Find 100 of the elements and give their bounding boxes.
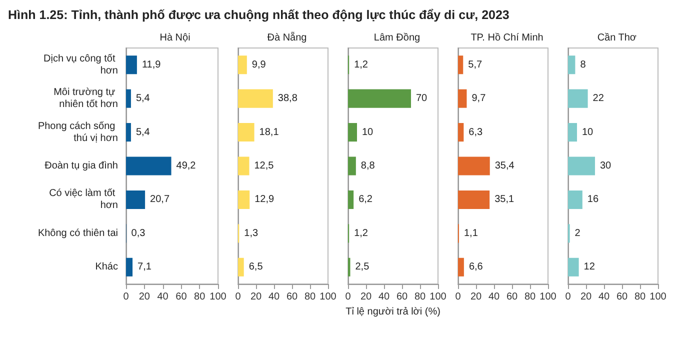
- chart-title: Hà Nội: [160, 32, 190, 44]
- bar: [238, 156, 250, 176]
- x-tick-label: 60: [286, 292, 298, 302]
- bar: [238, 56, 247, 74]
- bar: [458, 89, 467, 108]
- data-label: 5,4: [136, 126, 150, 138]
- bar: [126, 258, 133, 276]
- x-tick-label: 20: [250, 292, 262, 302]
- bar: [126, 156, 172, 176]
- data-label: 9,7: [472, 93, 486, 104]
- y-tick-label: Đoàn tụ gia đình: [44, 160, 118, 172]
- data-label: 8,8: [360, 160, 376, 172]
- bar: [568, 123, 577, 142]
- y-tick-label: Khác: [95, 262, 118, 273]
- data-label: 18,1: [259, 126, 280, 138]
- bar: [238, 123, 254, 142]
- x-tick-label: 100: [540, 292, 557, 302]
- bar: [458, 56, 464, 74]
- bar: [238, 258, 244, 276]
- x-tick-label: 40: [598, 292, 610, 302]
- data-label: 11,9: [142, 59, 162, 70]
- data-label: 9,9: [252, 59, 266, 70]
- bar: [568, 156, 595, 176]
- data-label: 1,2: [354, 228, 368, 239]
- x-tick-label: 60: [176, 292, 188, 302]
- data-label: 6,6: [468, 262, 484, 273]
- data-label: 22: [592, 93, 604, 104]
- data-label: 12,9: [254, 194, 275, 206]
- data-label: 2,5: [355, 262, 370, 273]
- x-tick-label: 80: [414, 292, 426, 302]
- x-tick-label: 100: [430, 292, 447, 302]
- data-label: 49,2: [176, 160, 196, 172]
- data-label: 12: [584, 262, 596, 273]
- data-label: 70: [416, 93, 428, 104]
- data-label: 10: [582, 126, 594, 138]
- y-tick-label: Có việc làm tốt hơn: [49, 188, 118, 212]
- y-tick-label: Phong cách sống thú vị hơn: [38, 120, 118, 144]
- data-label: 30: [600, 160, 612, 172]
- x-tick-label: 0: [123, 292, 130, 302]
- x-tick-label: 100: [320, 292, 337, 302]
- bar: [238, 89, 273, 108]
- bar: [126, 56, 137, 74]
- data-label: 5,7: [468, 59, 482, 70]
- x-tick-label: 80: [524, 292, 536, 302]
- data-label: 10: [362, 126, 374, 138]
- data-label: 8: [580, 59, 586, 70]
- data-label: 6,5: [248, 262, 264, 273]
- chart-title: Đà Nẵng: [267, 32, 307, 44]
- x-tick-label: 40: [378, 292, 390, 302]
- data-label: 16: [587, 194, 599, 206]
- data-label: 1,2: [354, 59, 368, 70]
- bar: [348, 123, 357, 142]
- data-label: 6,2: [358, 194, 373, 206]
- x-tick-label: 20: [138, 292, 150, 302]
- x-tick-label: 100: [210, 292, 227, 302]
- x-tick-label: 40: [157, 292, 169, 302]
- bar: [458, 123, 464, 142]
- bar: [238, 190, 250, 209]
- bar: [348, 156, 356, 176]
- x-tick-label: 40: [268, 292, 280, 302]
- chart-title: TP. Hồ Chí Minh: [470, 32, 544, 44]
- x-tick-label: 0: [565, 292, 572, 302]
- x-tick-label: 60: [616, 292, 628, 302]
- x-axis-title: Tỉ lệ người trả lời (%): [346, 306, 440, 318]
- chart-title: Lâm Đồng: [374, 32, 420, 44]
- data-label: 0,3: [131, 228, 146, 239]
- bar: [348, 89, 411, 108]
- data-label: 2: [574, 228, 581, 239]
- data-label: 5,4: [136, 93, 150, 104]
- x-tick-label: 0: [345, 292, 352, 302]
- bar: [458, 190, 490, 209]
- bar: [568, 190, 582, 209]
- data-label: 6,3: [468, 126, 484, 138]
- x-tick-label: 20: [360, 292, 372, 302]
- x-tick-label: 60: [506, 292, 518, 302]
- x-tick-label: 0: [235, 292, 242, 302]
- bar: [126, 89, 131, 108]
- data-label: 1,3: [244, 228, 259, 239]
- y-tick-label: Môi trường tự nhiên tốt hơn: [54, 87, 118, 110]
- data-label: 20,7: [150, 194, 170, 206]
- x-tick-label: 20: [580, 292, 592, 302]
- text: Hình 1.25: Tỉnh, thành phố được ưa chuộng nhất theo động lực thúc đẩy di cư, 2023: [8, 8, 510, 24]
- x-tick-label: 60: [396, 292, 408, 302]
- x-tick-label: 20: [470, 292, 482, 302]
- x-tick-label: 80: [634, 292, 646, 302]
- bar: [348, 190, 354, 209]
- x-tick-label: 80: [304, 292, 316, 302]
- data-label: 12,5: [254, 160, 274, 172]
- bar: [568, 258, 579, 276]
- bar: [458, 258, 464, 276]
- x-tick-label: 40: [488, 292, 500, 302]
- x-tick-label: 80: [194, 292, 206, 302]
- bar: [458, 156, 490, 176]
- data-label: 38,8: [278, 93, 298, 104]
- bar: [126, 123, 131, 142]
- x-tick-label: 100: [650, 292, 667, 302]
- data-label: 1,1: [464, 228, 478, 239]
- data-label: 35,1: [494, 194, 514, 206]
- bar: [568, 56, 576, 74]
- data-label: 35,4: [494, 160, 515, 172]
